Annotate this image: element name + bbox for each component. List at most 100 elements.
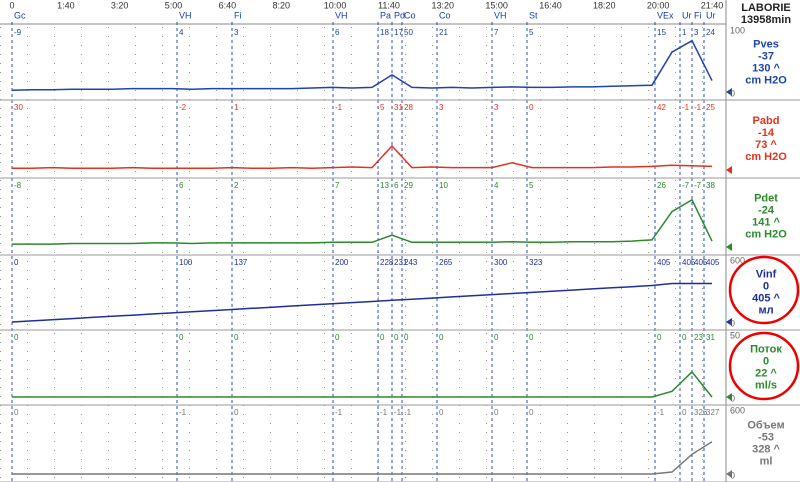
time-label: 6:40 [219, 0, 237, 10]
event-value: 0 [439, 408, 444, 417]
channel-name: Pves [753, 38, 779, 50]
event-value: 0 [529, 103, 534, 112]
event-value: 0 [14, 408, 19, 417]
channel-name: Vinf [756, 268, 777, 280]
event-label: St [529, 10, 538, 20]
event-value: 1 [682, 28, 687, 37]
event-value: 137 [234, 258, 248, 267]
scale-top: 50 [730, 330, 740, 340]
event-value: 100 [179, 258, 193, 267]
event-label: VH [179, 10, 192, 20]
event-value: -1 [694, 103, 702, 112]
duration: 13958min [741, 14, 791, 26]
channel-peak: 22 ^ [755, 367, 777, 379]
event-value: 0 [439, 333, 444, 342]
channel-value: -24 [758, 204, 775, 216]
event-value: 0 [234, 408, 239, 417]
event-value: -2 [179, 103, 187, 112]
channel-value: 0 [763, 280, 769, 292]
channel-value: -14 [758, 127, 775, 139]
event-label: Ur [682, 10, 692, 20]
event-value: 5 [380, 103, 385, 112]
event-value: 0 [657, 333, 662, 342]
scale-top: 100 [730, 25, 745, 35]
event-value: 31 [394, 103, 403, 112]
channel-peak: 130 ^ [752, 62, 780, 74]
channel-unit: cm H2O [745, 74, 787, 86]
channel-peak: 405 ^ [752, 292, 780, 304]
trace [12, 370, 713, 398]
time-label: 20:00 [647, 0, 670, 10]
trace [12, 441, 713, 475]
channel-name: Объем [747, 419, 784, 431]
time-label: 15:00 [485, 0, 508, 10]
event-value: 13 [380, 181, 389, 190]
event-value: 29 [404, 181, 413, 190]
channel-peak: 141 ^ [752, 216, 780, 228]
event-label: Pa [380, 10, 391, 20]
time-label: 16:40 [539, 0, 562, 10]
event-value: 243 [404, 258, 418, 267]
event-value: 231 [394, 258, 408, 267]
time-label: 8:20 [272, 0, 290, 10]
event-value: -1 [335, 408, 343, 417]
channel-value: -53 [758, 431, 774, 443]
event-value: 323 [529, 258, 543, 267]
event-value: -1 [179, 408, 187, 417]
channel-value: 0 [763, 355, 769, 367]
channel-marker [726, 243, 732, 251]
scale-bottom: 0 [730, 393, 735, 403]
channel-peak: 73 ^ [755, 139, 777, 151]
time-label: 11:40 [378, 0, 400, 10]
event-value: 0 [14, 258, 19, 267]
event-value: 17 [394, 28, 403, 37]
event-value: 4 [179, 28, 184, 37]
event-value: -7 [694, 181, 702, 190]
event-label: VEx [657, 10, 674, 20]
event-value: -9 [14, 28, 22, 37]
trace [11, 39, 713, 92]
event-value: 0 [682, 408, 687, 417]
event-value: 2 [234, 181, 239, 190]
event-value: -1 [380, 408, 388, 417]
time-label: 3:20 [111, 0, 129, 10]
event-value: -8 [14, 181, 22, 190]
event-value: -1 [682, 103, 690, 112]
event-value: -1 [657, 408, 665, 417]
scale-top: 600 [730, 405, 745, 415]
event-value: 0 [404, 333, 409, 342]
channel-unit: cm H2O [745, 151, 787, 163]
event-value: 405 [706, 258, 720, 267]
highlight-circle [728, 255, 800, 325]
event-value: 6 [394, 181, 399, 190]
event-value: 3 [694, 28, 699, 37]
event-value: 228 [380, 258, 394, 267]
event-value: 327 [706, 408, 720, 417]
channel-value: -37 [758, 50, 774, 62]
event-value: 0 [494, 408, 499, 417]
event-label: Fi [234, 10, 242, 20]
event-label: VH [494, 10, 507, 20]
event-value: 5 [529, 28, 534, 37]
channel-marker [726, 470, 732, 478]
brand: LABORIE [741, 2, 791, 14]
event-value: 10 [439, 181, 448, 190]
time-label: 13:20 [432, 0, 455, 10]
event-label: Pd [394, 10, 405, 20]
event-value: 326 [694, 408, 708, 417]
event-value: 6 [179, 181, 184, 190]
event-value: 405 [682, 258, 696, 267]
event-value: 21 [439, 28, 448, 37]
event-value: -1 [335, 103, 343, 112]
scale-bottom: 0 [730, 318, 735, 328]
event-label: VH [335, 10, 348, 20]
event-value: 0 [394, 333, 399, 342]
event-value: 42 [657, 103, 666, 112]
scale-bottom: 0 [730, 470, 735, 480]
event-value: 0 [335, 333, 340, 342]
highlight-circle [728, 331, 800, 401]
event-value: 0 [380, 333, 385, 342]
trace [12, 144, 713, 169]
